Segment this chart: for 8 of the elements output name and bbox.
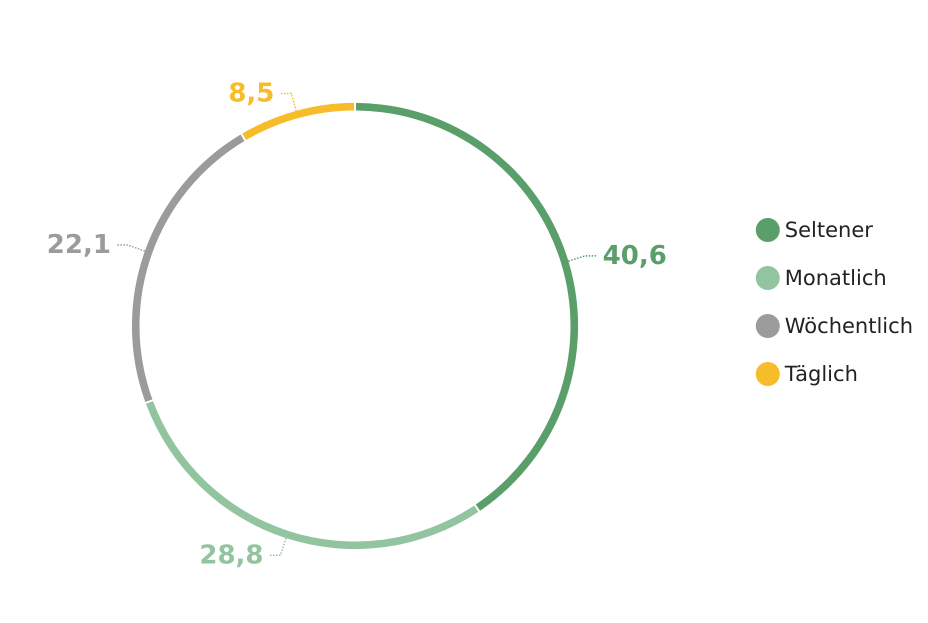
data-label: 8,5 (228, 78, 274, 108)
data-label: 40,6 (602, 240, 667, 271)
data-label: 22,1 (46, 230, 111, 260)
legend-label: Täglich (784, 362, 858, 386)
legend-label: Monatlich (784, 266, 887, 290)
data-label: 28,8 (199, 540, 264, 570)
legend-label: Seltener (784, 218, 874, 242)
legend-label: Wöchentlich (784, 314, 914, 338)
